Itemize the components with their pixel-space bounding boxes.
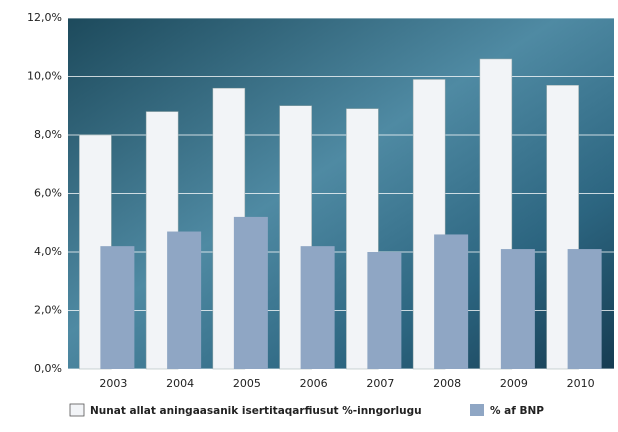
y-tick-label: 10,0% bbox=[27, 70, 62, 83]
bar bbox=[434, 234, 469, 369]
x-tick-label: 2009 bbox=[500, 377, 528, 390]
bar bbox=[567, 249, 602, 369]
y-tick-label: 2,0% bbox=[34, 304, 62, 317]
bar bbox=[300, 246, 335, 369]
legend-label: % af BNP bbox=[490, 405, 544, 417]
x-tick-label: 2007 bbox=[366, 377, 394, 390]
x-tick-label: 2006 bbox=[300, 377, 328, 390]
y-tick-label: 12,0% bbox=[27, 11, 62, 24]
x-tick-label: 2004 bbox=[166, 377, 194, 390]
x-tick-label: 2005 bbox=[233, 377, 261, 390]
bar bbox=[167, 231, 202, 369]
x-tick-label: 2008 bbox=[433, 377, 461, 390]
y-tick-label: 0,0% bbox=[34, 362, 62, 375]
legend-swatch bbox=[69, 403, 85, 417]
bar bbox=[500, 249, 535, 369]
bar bbox=[367, 252, 402, 369]
x-tick-label: 2010 bbox=[567, 377, 595, 390]
y-tick-label: 8,0% bbox=[34, 128, 62, 141]
legend-swatch bbox=[470, 404, 484, 416]
x-tick-label: 2003 bbox=[99, 377, 127, 390]
bar bbox=[100, 246, 135, 369]
bar bbox=[233, 216, 268, 369]
y-tick-label: 4,0% bbox=[34, 245, 62, 258]
legend-label: Nunat allat aningaasanik isertitaqarfius… bbox=[90, 405, 422, 417]
y-tick-label: 6,0% bbox=[34, 187, 62, 200]
